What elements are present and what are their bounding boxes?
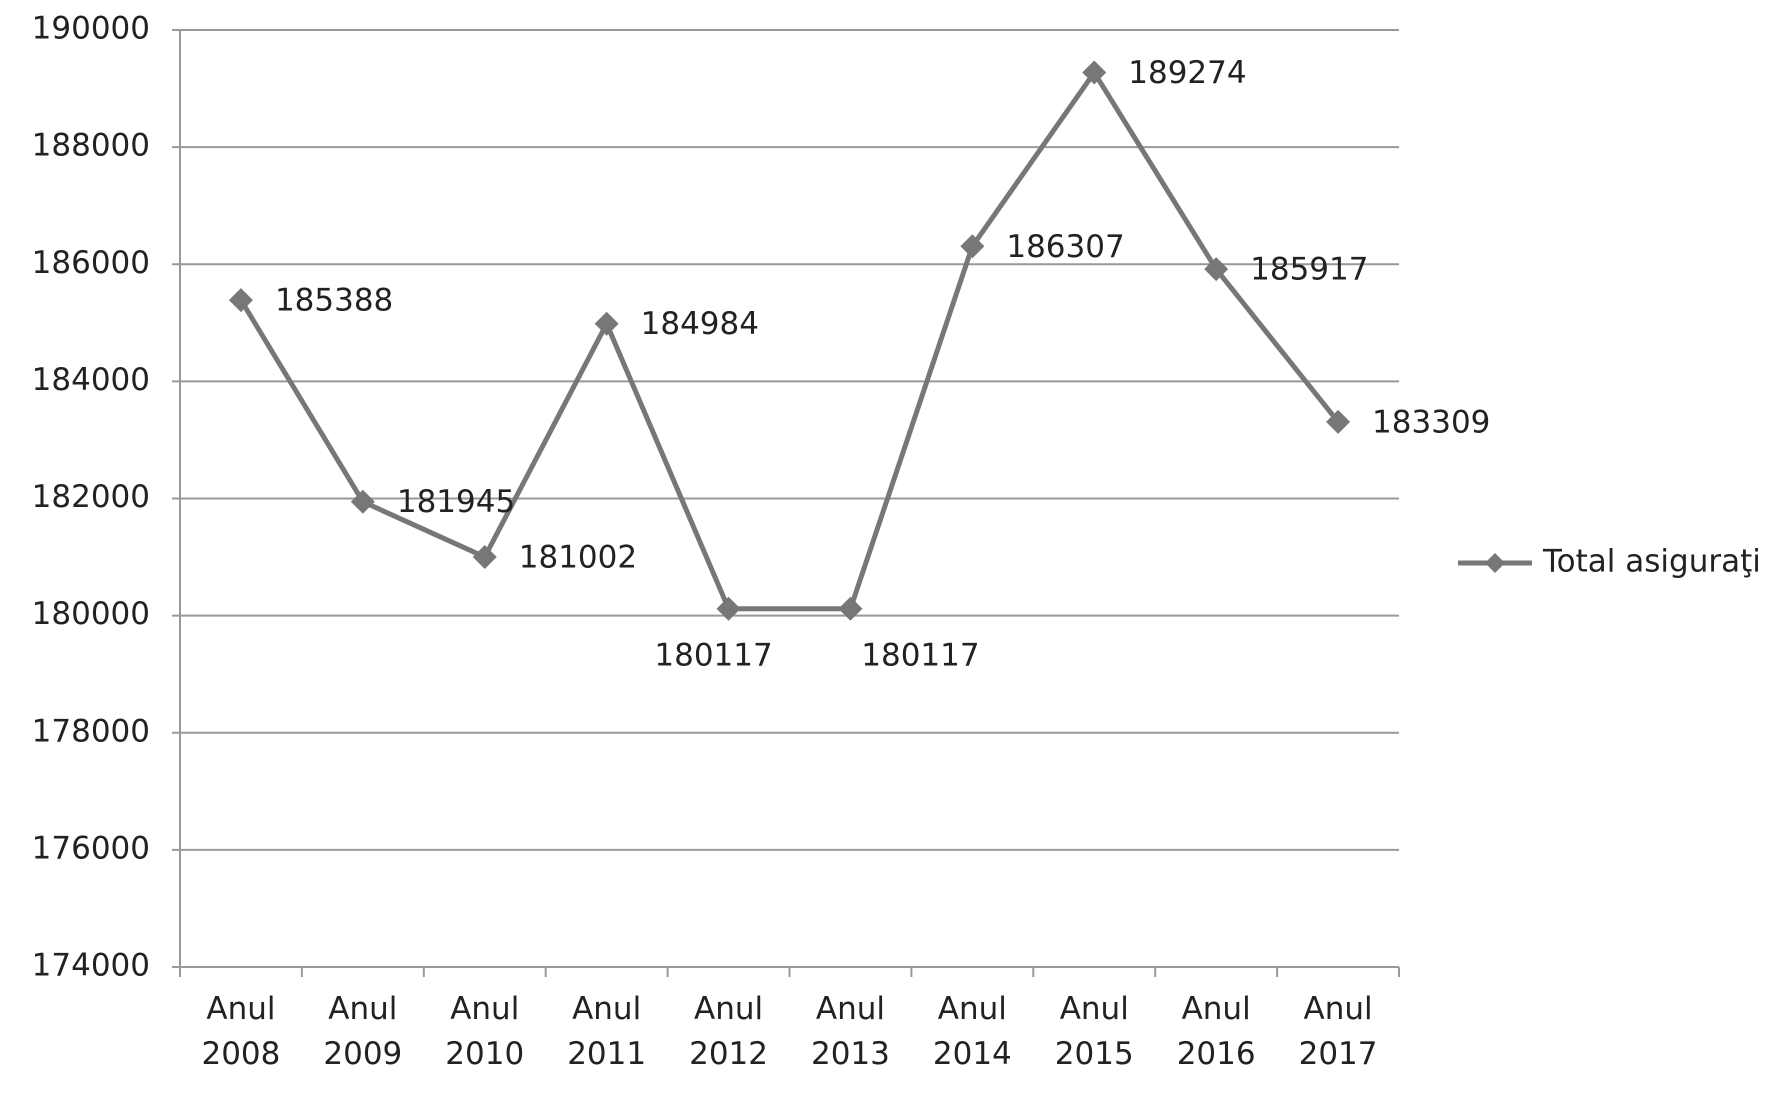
point-marker bbox=[716, 596, 741, 621]
data-label: 184984 bbox=[641, 306, 759, 342]
legend-marker bbox=[1485, 553, 1505, 573]
data-label: 181002 bbox=[519, 539, 637, 575]
legend-label: Total asiguraţi bbox=[1542, 544, 1761, 580]
x-tick-label: Anul 2009 bbox=[323, 991, 403, 1072]
y-tick-label: 190000 bbox=[32, 11, 150, 47]
point-marker bbox=[838, 596, 863, 621]
point-marker bbox=[1204, 257, 1229, 282]
x-tick-label: Anul 2014 bbox=[932, 991, 1012, 1072]
data-label: 186307 bbox=[1006, 229, 1124, 265]
point-marker bbox=[472, 544, 497, 569]
point-marker bbox=[228, 288, 253, 313]
y-tick-label: 182000 bbox=[32, 479, 150, 515]
series-line bbox=[238, 67, 1341, 612]
point-marker bbox=[1326, 409, 1351, 434]
point-marker bbox=[594, 311, 619, 336]
x-tick-label: Anul 2008 bbox=[201, 991, 281, 1072]
y-tick-label: 184000 bbox=[32, 362, 150, 398]
point-marker bbox=[1082, 60, 1107, 85]
y-tick-label: 174000 bbox=[32, 948, 150, 984]
data-label: 183309 bbox=[1372, 404, 1490, 440]
x-tick-label: Anul 2010 bbox=[445, 991, 525, 1072]
x-tick-label: Anul 2017 bbox=[1298, 991, 1378, 1072]
y-tick-label: 180000 bbox=[32, 596, 150, 632]
x-tick-label: Anul 2016 bbox=[1176, 991, 1256, 1072]
y-tick-label: 188000 bbox=[32, 128, 150, 164]
x-tick-label: Anul 2013 bbox=[810, 991, 890, 1072]
x-tick-label: Anul 2011 bbox=[567, 991, 647, 1072]
x-tick-label: Anul 2015 bbox=[1054, 991, 1134, 1072]
y-tick-label: 178000 bbox=[32, 713, 150, 749]
x-tick-label: Anul 2012 bbox=[689, 991, 768, 1072]
point-marker bbox=[960, 234, 985, 259]
point-marker bbox=[350, 489, 375, 514]
y-tick-label: 186000 bbox=[32, 245, 150, 281]
data-label: 180117 bbox=[654, 637, 772, 673]
data-label: 185917 bbox=[1250, 252, 1368, 288]
data-label: 180117 bbox=[861, 637, 979, 673]
y-tick-label: 176000 bbox=[32, 830, 150, 866]
data-label: 181945 bbox=[397, 484, 515, 520]
data-label: 189274 bbox=[1128, 55, 1246, 91]
data-label: 185388 bbox=[275, 283, 393, 319]
